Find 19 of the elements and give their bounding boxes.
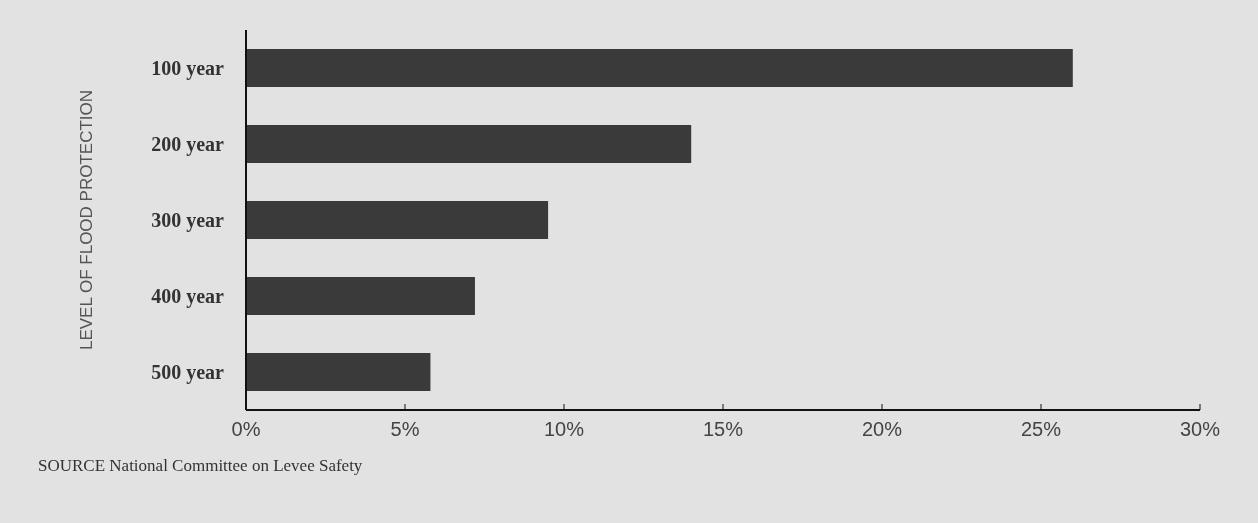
y-tick-label: 400 year: [151, 285, 225, 309]
bar: [246, 201, 549, 239]
y-tick-label: 100 year: [151, 57, 225, 81]
x-tick-label: 20%: [861, 418, 903, 441]
source-note: SOURCE National Committee on Levee Safety: [38, 456, 363, 476]
bar: [246, 353, 431, 391]
y-tick-label: 200 year: [151, 133, 225, 157]
bar: [246, 277, 475, 315]
bar: [246, 125, 692, 163]
y-tick-label: 300 year: [151, 209, 225, 233]
x-tick-label: 15%: [702, 418, 744, 441]
x-tick-label: 30%: [1179, 418, 1221, 441]
bar: [246, 49, 1073, 87]
y-tick-label: 500 year: [151, 361, 225, 385]
y-axis-title: LEVEL OF FLOOD PROTECTION: [77, 89, 97, 351]
x-tick-label: 5%: [390, 418, 420, 441]
x-tick-label: 25%: [1020, 418, 1062, 441]
x-tick-label: 0%: [231, 418, 261, 441]
x-tick-label: 10%: [543, 418, 585, 441]
